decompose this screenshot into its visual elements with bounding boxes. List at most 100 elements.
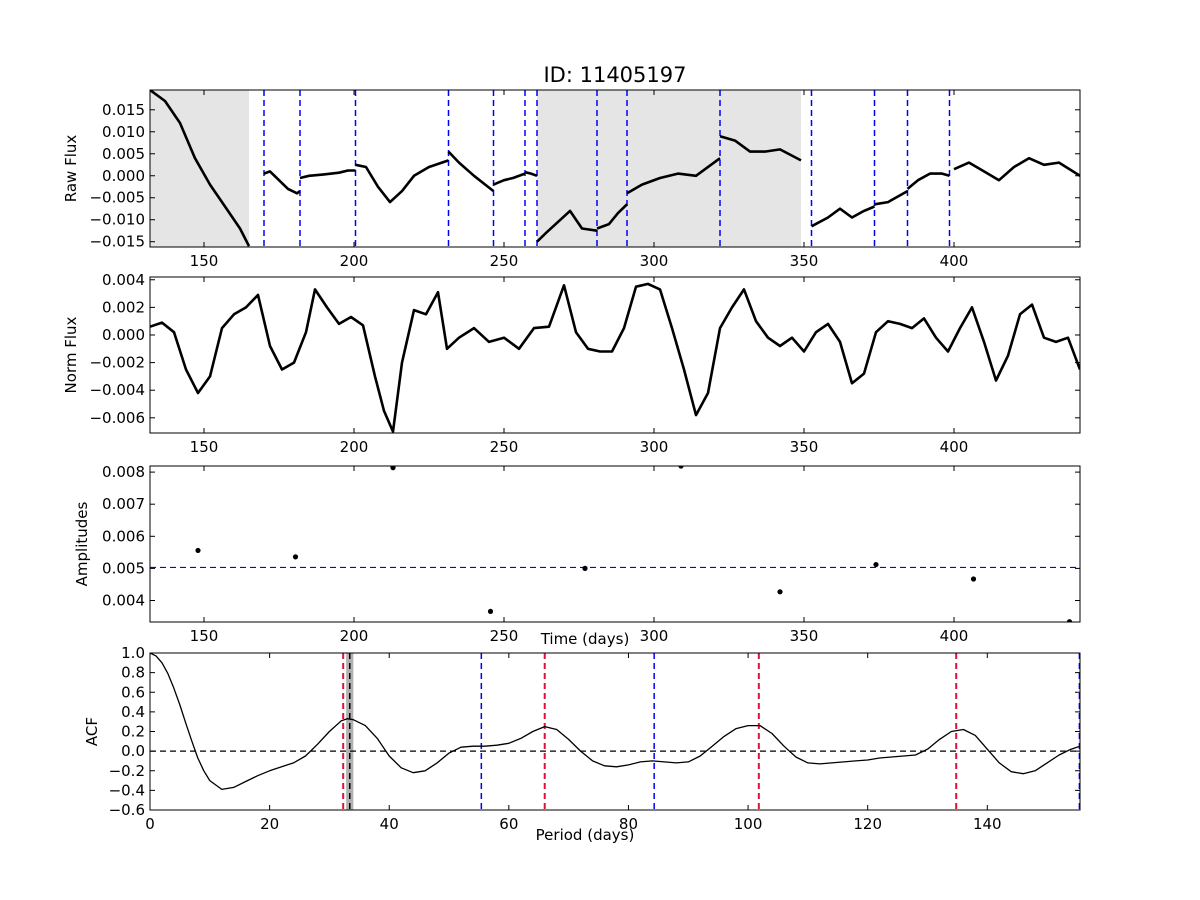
- x-tick-label: 250: [490, 438, 519, 456]
- y-tick-label: 0.4: [121, 703, 145, 721]
- x-tick-label: 150: [190, 627, 219, 645]
- y-tick-label: −0.005: [89, 189, 145, 207]
- y-tick-label: −0.4: [109, 781, 145, 799]
- series-line: [874, 189, 909, 206]
- y-tick-label: −0.002: [89, 354, 145, 372]
- y-tick-label: −0.2: [109, 762, 145, 780]
- series-line: [906, 172, 950, 190]
- x-tick-label: 140: [973, 815, 1002, 833]
- amplitude-point: [873, 561, 879, 568]
- x-tick-label: 150: [190, 252, 219, 270]
- amplitude-point: [487, 608, 494, 615]
- panel-1: 150 200 250 300 350 400 −0.015 −0.010 −0.005 0.00…: [62, 89, 1081, 270]
- shaded-region: [537, 90, 801, 247]
- x-tick-label: 20: [260, 815, 279, 833]
- plot-area: [150, 466, 1080, 622]
- x-tick-label: 100: [734, 815, 763, 833]
- series-line: [536, 209, 598, 243]
- amplitude-point: [970, 576, 977, 582]
- y-tick-label: −0.6: [109, 801, 145, 819]
- axes-frame: [149, 89, 1081, 248]
- y-tick-label: 0.0: [121, 742, 145, 760]
- series-line: [492, 172, 526, 186]
- y-tick-label: 0.6: [121, 683, 145, 701]
- series-line: [150, 90, 251, 247]
- y-tick-label: 0.004: [102, 591, 145, 609]
- amplitude-point: [678, 466, 684, 469]
- y-tick-label: −0.010: [89, 211, 145, 229]
- x-tick-label: 350: [790, 627, 819, 645]
- x-axis-label: Period (days): [536, 826, 635, 844]
- x-tick-label: 40: [380, 815, 399, 833]
- amplitude-point: [390, 466, 396, 471]
- x-tick-label: 200: [340, 627, 369, 645]
- y-axis-label: Norm Flux: [62, 316, 80, 393]
- x-tick-label: 400: [940, 252, 969, 270]
- y-axis-label: Amplitudes: [73, 501, 91, 586]
- figure-title: ID: 11405197: [543, 63, 686, 87]
- y-tick-label: 0.002: [102, 298, 145, 316]
- x-tick-label: 350: [790, 438, 819, 456]
- x-tick-label: 60: [499, 815, 518, 833]
- series-line: [355, 159, 449, 204]
- y-tick-label: 0.2: [121, 723, 145, 741]
- y-tick-label: −0.004: [89, 381, 145, 399]
- x-tick-label: 400: [940, 627, 969, 645]
- series-line: [626, 157, 721, 195]
- y-axis-label: ACF: [83, 717, 101, 746]
- axes-frame: [149, 276, 1081, 434]
- panel-3: 150 200 250 300 350 400 0.004 0.005 0.006 0.007 0.…: [73, 463, 1081, 648]
- x-tick-label: 250: [490, 627, 519, 645]
- amplitude-point: [582, 565, 588, 571]
- y-tick-label: −0.015: [89, 233, 145, 251]
- y-tick-label: 0.8: [121, 664, 145, 682]
- x-tick-label: 200: [340, 438, 369, 456]
- y-tick-label: 0.000: [102, 326, 145, 344]
- series-line: [524, 170, 538, 178]
- series-line: [596, 203, 628, 230]
- series-line: [953, 156, 1080, 182]
- y-tick-label: 0.004: [102, 271, 145, 289]
- x-tick-label: 350: [790, 252, 819, 270]
- amplitude-point: [1066, 619, 1073, 622]
- series-line: [150, 282, 1080, 433]
- y-tick-label: 0.005: [102, 559, 145, 577]
- series-line: [299, 169, 356, 180]
- amplitude-point: [777, 589, 783, 595]
- plot-area: [150, 282, 1080, 433]
- axes-frame: [149, 465, 1081, 623]
- x-tick-label: 300: [640, 627, 669, 645]
- y-tick-label: 0.006: [102, 527, 145, 545]
- panel-2: 150 200 250 300 350 400 −0.006 −0.004 −0.002 0.00…: [62, 271, 1081, 456]
- y-tick-label: 0.000: [102, 167, 145, 185]
- x-tick-label: 120: [853, 815, 882, 833]
- y-tick-label: 0.008: [102, 463, 145, 481]
- series-line: [719, 134, 802, 162]
- x-axis-label: Time (days): [540, 630, 630, 648]
- panels: 150 200 250 300 350 400−0.015−0.010−0.0050.00…: [62, 89, 1081, 844]
- amplitude-point: [195, 547, 201, 554]
- x-tick-label: 400: [940, 438, 969, 456]
- series-line: [447, 150, 495, 193]
- series-line: [150, 653, 1080, 791]
- y-axis-label: Raw Flux: [62, 135, 80, 203]
- plot-area: [150, 90, 1080, 247]
- period-uncertainty-band: [346, 653, 354, 810]
- series-line: [263, 170, 301, 195]
- x-tick-label: 300: [640, 252, 669, 270]
- x-tick-label: 80: [619, 815, 638, 833]
- plot-area: [150, 653, 1080, 810]
- y-tick-label: 0.005: [102, 145, 145, 163]
- y-tick-label: 0.010: [102, 123, 145, 141]
- series-line: [810, 205, 876, 228]
- y-tick-label: 1.0: [121, 644, 145, 662]
- y-tick-label: 0.007: [102, 495, 145, 513]
- x-tick-label: 200: [340, 252, 369, 270]
- x-tick-label: 250: [490, 252, 519, 270]
- x-tick-label: 300: [640, 438, 669, 456]
- panel-4: 0 20 40 60 80 100 120 140 −0.6 −0.4−0.2 0.00.2 0.4 0…: [83, 644, 1081, 844]
- y-tick-label: 0.015: [102, 101, 145, 119]
- amplitude-point: [292, 554, 299, 560]
- y-tick-label: −0.006: [89, 409, 145, 427]
